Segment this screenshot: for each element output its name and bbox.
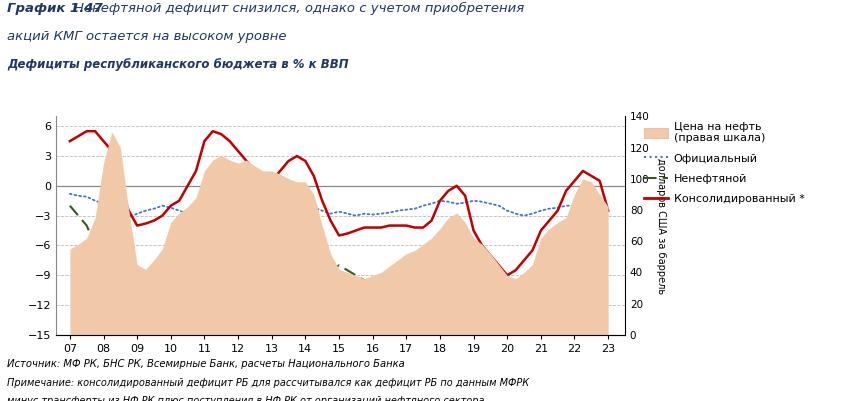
Text: Примечание: консолидированный дефицит РБ для рассчитывался как дефицит РБ по дан: Примечание: консолидированный дефицит РБ… — [7, 378, 529, 388]
Legend: Цена на нефть
(правая шкала), Официальный, Ненефтяной, Консолидированный *: Цена на нефть (правая шкала), Официальны… — [643, 122, 805, 204]
Text: График 1.47: График 1.47 — [7, 2, 108, 15]
Text: акций КМГ остается на высоком уровне: акций КМГ остается на высоком уровне — [7, 30, 286, 43]
Y-axis label: долларов США за баррель: долларов США за баррель — [656, 158, 667, 294]
Text: Источник: МФ РК, БНС РК, Всемирные Банк, расчеты Национального Банка: Источник: МФ РК, БНС РК, Всемирные Банк,… — [7, 359, 404, 369]
Text: Ненефтяной дефицит снизился, однако с учетом приобретения: Ненефтяной дефицит снизился, однако с уч… — [74, 2, 524, 15]
Text: Дефициты республиканского бюджета в % к ВВП: Дефициты республиканского бюджета в % к … — [7, 58, 349, 71]
Text: минус трансферты из НФ РК плюс поступления в НФ РК от организаций нефтяного сект: минус трансферты из НФ РК плюс поступлен… — [7, 396, 484, 401]
